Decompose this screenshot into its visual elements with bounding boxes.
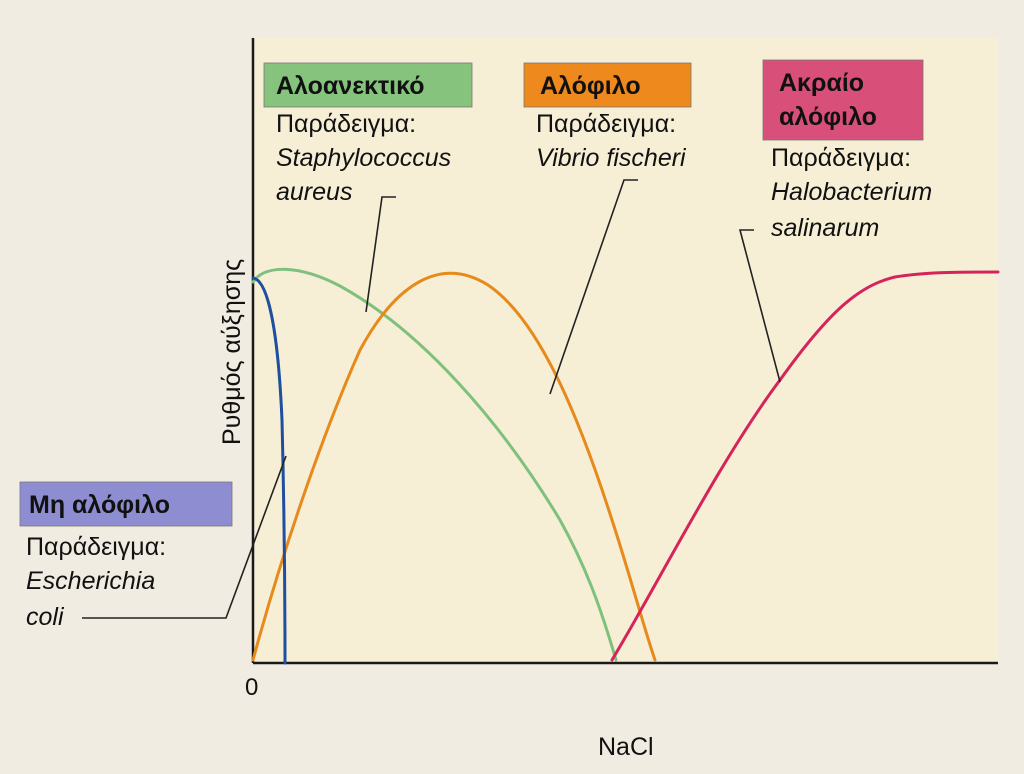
badge-halotolerant	[263, 62, 473, 108]
example-species-halotolerant-2: aureus	[276, 178, 352, 206]
badge-extreme-halophile	[762, 59, 924, 141]
badge-non-halophile	[19, 481, 233, 527]
badge-halophile	[523, 62, 692, 108]
x-tick-label: 0	[245, 674, 258, 701]
x-axis-label: NaCl	[598, 733, 654, 761]
badge-extreme-halophile-label-1: Ακραίο	[779, 69, 864, 97]
example-label-halophile: Παράδειγμα:	[536, 110, 676, 138]
example-label-extreme-halophile: Παράδειγμα:	[771, 144, 911, 172]
curve-halophile	[251, 271, 657, 662]
example-species-extreme-halophile-1: Halobacterium	[771, 178, 932, 206]
curve-non-halophile	[251, 276, 287, 665]
badge-non-halophile-label: Μη αλόφιλο	[29, 491, 170, 519]
example-species-halophile: Vibrio fischeri	[536, 144, 687, 172]
leader-non-halophile	[82, 455, 287, 619]
leader-extreme-halophile	[738, 229, 781, 383]
curve-halotolerant	[251, 267, 618, 662]
badge-halophile-label: Αλόφιλο	[540, 72, 641, 100]
leader-halophile	[549, 179, 638, 395]
example-species-extreme-halophile-2: salinarum	[771, 214, 879, 242]
y-axis-label: Ρυθμός αύξησης	[218, 259, 246, 445]
example-species-halotolerant-1: Staphylococcus	[276, 144, 451, 172]
badge-extreme-halophile-label-2: αλόφιλο	[779, 103, 877, 131]
example-species-non-halophile-1: Escherichia	[26, 567, 155, 595]
example-label-halotolerant: Παράδειγμα:	[276, 110, 416, 138]
badge-halotolerant-label: Αλοανεκτικό	[276, 72, 425, 100]
leader-halotolerant	[365, 196, 396, 313]
example-species-non-halophile-2: coli	[26, 603, 65, 631]
example-label-non-halophile: Παράδειγμα:	[26, 533, 166, 561]
curve-extreme-halophile	[610, 270, 1000, 662]
